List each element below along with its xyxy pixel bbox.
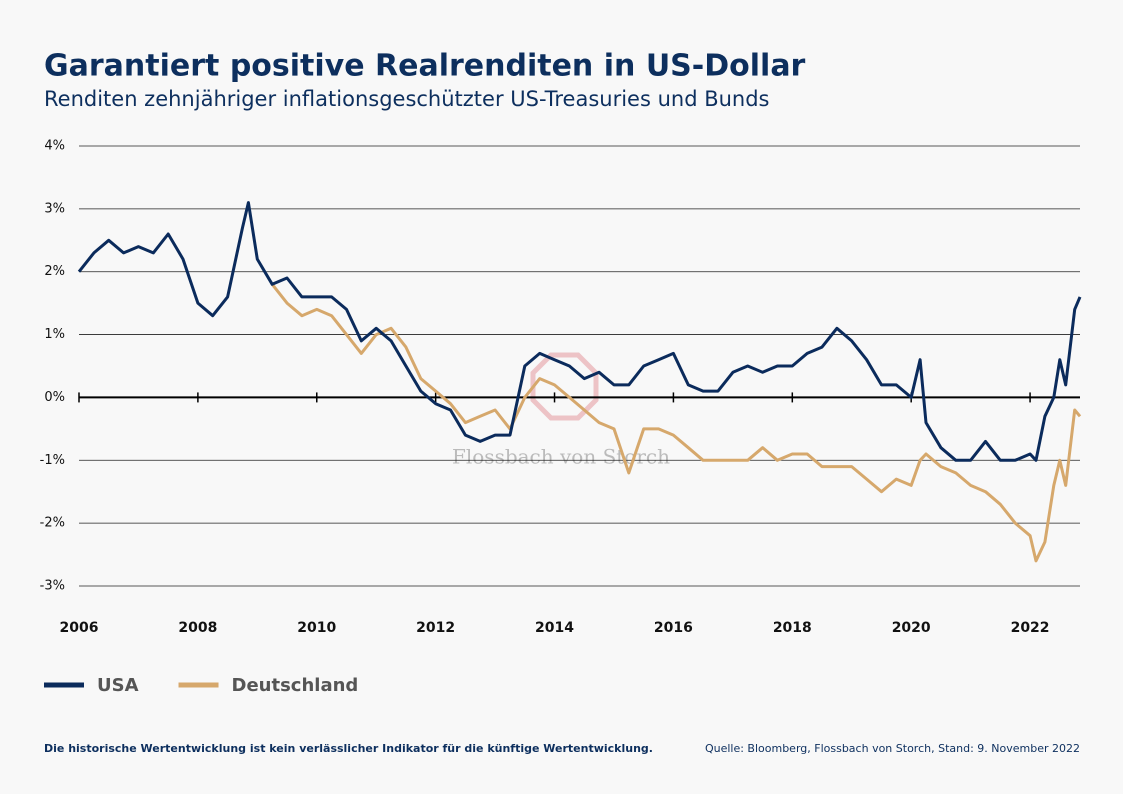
x-tick-label: 2022 [1011, 620, 1050, 636]
x-tick-label: 2020 [892, 620, 931, 636]
y-tick-label: 0% [44, 390, 65, 405]
legend-label: Deutschland [232, 675, 359, 696]
x-tick-label: 2014 [535, 620, 574, 636]
y-tick-label: -1% [40, 453, 65, 468]
x-tick-label: 2012 [416, 620, 455, 636]
watermark-logo [530, 352, 599, 421]
x-tick-label: 2016 [654, 620, 693, 636]
legend-label: USA [97, 675, 139, 696]
y-tick-label: 2% [44, 264, 65, 279]
y-tick-label: 4% [44, 139, 65, 154]
x-tick-label: 2018 [773, 620, 812, 636]
y-tick-label: -3% [40, 579, 65, 594]
chart-title: Garantiert positive Realrenditen in US-D… [44, 49, 806, 84]
chart-subtitle: Renditen zehnjähriger inflationsgeschütz… [44, 87, 770, 111]
line-series [77, 201, 1082, 462]
x-tick-label: 2008 [178, 620, 217, 636]
x-tick-label: 2006 [60, 620, 99, 636]
source: Quelle: Bloomberg, Flossbach von Storch,… [705, 742, 1080, 755]
line-series [271, 283, 1082, 563]
y-tick-label: -2% [40, 516, 65, 531]
y-tick-label: 1% [44, 327, 65, 342]
y-tick-label: 3% [44, 201, 65, 216]
footnote: Die historische Wertentwicklung ist kein… [44, 742, 653, 755]
x-tick-label: 2010 [297, 620, 336, 636]
